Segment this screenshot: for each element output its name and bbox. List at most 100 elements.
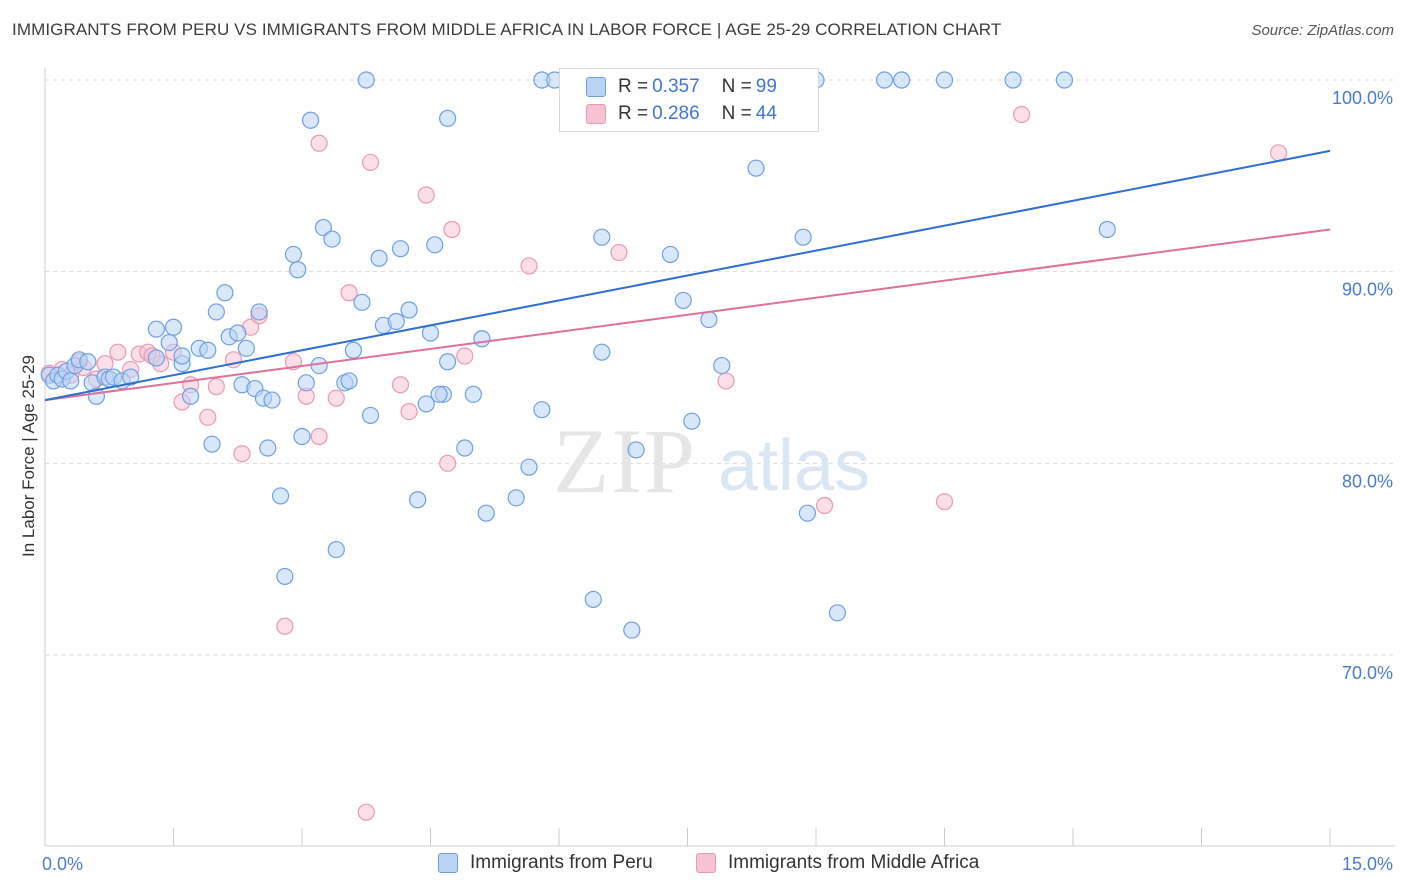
- africa-legend-label: Immigrants from Middle Africa: [728, 852, 980, 873]
- africa-n-label: N =: [721, 103, 752, 124]
- data-point: [357, 803, 375, 821]
- data-point: [310, 427, 328, 446]
- africa-n-value: 44: [755, 103, 777, 124]
- data-point: [263, 391, 281, 409]
- data-point: [340, 372, 358, 390]
- data-point: [798, 504, 817, 522]
- africa-trendline: [44, 228, 1331, 402]
- data-point: [301, 111, 320, 129]
- data-point: [717, 372, 735, 390]
- data-point: [62, 372, 80, 390]
- data-point: [147, 320, 165, 338]
- data-point: [357, 71, 375, 89]
- data-point: [1055, 71, 1074, 89]
- data-point: [160, 333, 178, 352]
- data-point: [464, 385, 482, 403]
- data-point: [229, 324, 247, 342]
- data-point: [520, 458, 538, 476]
- data-point: [297, 374, 315, 392]
- data-point: [794, 228, 812, 246]
- peru-r-label: R =: [618, 76, 649, 97]
- data-point: [520, 257, 538, 275]
- africa-r-label: R =: [618, 103, 649, 124]
- peru-trendline: [44, 149, 1331, 402]
- y-tick-label: 80.0%: [1342, 471, 1393, 491]
- data-point: [815, 496, 834, 515]
- data-point: [340, 284, 358, 302]
- data-point: [271, 487, 290, 505]
- data-point: [683, 412, 701, 430]
- data-point: [430, 385, 448, 403]
- watermark-zip: ZIP: [553, 410, 697, 512]
- data-point: [477, 504, 495, 522]
- data-point: [713, 356, 731, 375]
- data-point: [361, 153, 380, 172]
- x-tick-label: 0.0%: [42, 854, 83, 874]
- data-point: [109, 343, 127, 361]
- legend-item-peru[interactable]: Immigrants from Peru: [438, 852, 653, 874]
- data-point: [276, 617, 294, 635]
- legend-item-africa[interactable]: Immigrants from Middle Africa: [696, 852, 979, 874]
- peru-legend-label: Immigrants from Peru: [470, 852, 653, 873]
- data-point: [439, 353, 457, 371]
- data-point: [1098, 220, 1116, 239]
- data-point: [391, 240, 410, 258]
- data-point: [426, 236, 444, 254]
- data-point: [122, 368, 140, 386]
- legend-row-africa: R = 0.286 N = 44: [586, 102, 777, 126]
- data-point: [173, 347, 191, 365]
- data-point: [400, 402, 418, 421]
- data-point: [610, 243, 628, 262]
- data-point: [893, 71, 911, 89]
- data-point: [310, 134, 328, 152]
- data-point: [284, 245, 303, 264]
- data-point: [417, 186, 435, 204]
- y-axis-label: In Labor Force | Age 25-29: [19, 355, 38, 557]
- peru-n-label: N =: [721, 76, 752, 97]
- africa-legend-swatch: [696, 853, 716, 873]
- chart-title: IMMIGRANTS FROM PERU VS IMMIGRANTS FROM …: [12, 20, 1002, 39]
- data-point: [199, 341, 217, 359]
- data-point: [593, 228, 611, 246]
- peru-legend-swatch: [438, 853, 458, 873]
- africa-r-value: 0.286: [652, 103, 700, 124]
- data-point: [250, 303, 268, 321]
- data-point: [674, 291, 692, 310]
- data-point: [207, 378, 225, 396]
- trendlines: [44, 149, 1331, 402]
- data-point: [293, 427, 311, 446]
- y-tick-label: 70.0%: [1342, 663, 1393, 683]
- data-point: [875, 71, 894, 89]
- data-point: [289, 261, 307, 279]
- peru-n-value: 99: [755, 76, 777, 97]
- data-point: [147, 349, 165, 367]
- data-point: [233, 445, 251, 463]
- data-point: [584, 590, 602, 609]
- data-point: [456, 347, 474, 365]
- data-point: [370, 249, 388, 267]
- data-point: [79, 353, 97, 371]
- data-point: [199, 408, 217, 426]
- source-label: Source: ZipAtlas.com: [1251, 22, 1394, 39]
- data-point: [400, 301, 418, 319]
- data-point: [387, 312, 405, 331]
- data-point: [533, 401, 551, 419]
- data-point: [259, 439, 277, 457]
- data-point: [473, 330, 491, 348]
- data-point: [203, 435, 221, 453]
- data-point: [164, 318, 183, 336]
- data-point: [747, 159, 765, 177]
- data-point: [443, 220, 461, 239]
- data-point: [361, 406, 380, 425]
- y-tick-label: 90.0%: [1342, 280, 1393, 300]
- data-point: [391, 376, 410, 394]
- peru-series: [40, 71, 1116, 639]
- data-point: [661, 245, 679, 264]
- data-point: [314, 218, 333, 237]
- data-point: [276, 567, 294, 586]
- data-point: [456, 439, 474, 457]
- x-tick-labels: 0.0% 15.0%: [42, 854, 1393, 874]
- data-point: [507, 489, 525, 507]
- data-point: [409, 491, 427, 509]
